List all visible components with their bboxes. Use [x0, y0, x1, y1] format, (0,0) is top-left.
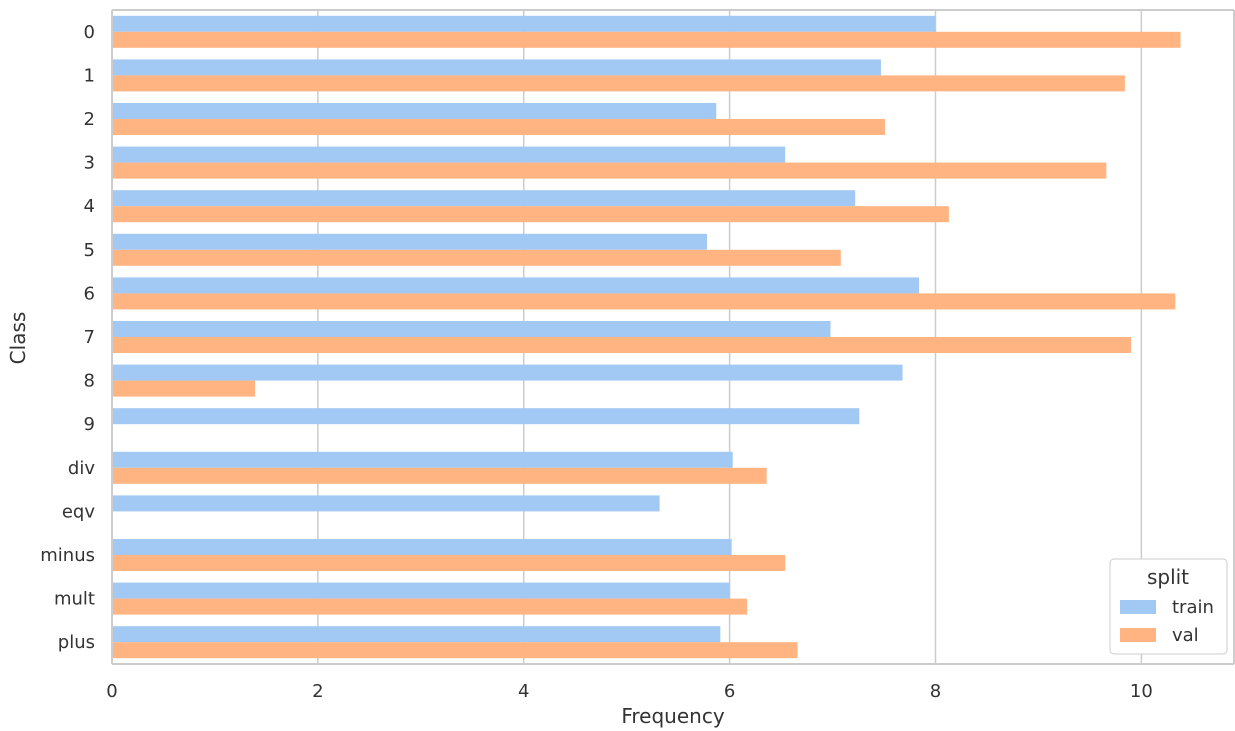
bar-train-3 — [112, 146, 786, 163]
bar-val-1 — [112, 75, 1125, 92]
legend-swatch-train — [1120, 600, 1156, 614]
x-tick-label: 10 — [1130, 681, 1153, 702]
bars — [112, 15, 1181, 659]
y-tick-label: minus — [40, 545, 95, 566]
y-tick-label: plus — [58, 632, 95, 653]
bar-train-1 — [112, 59, 881, 76]
y-tick-label: 9 — [84, 414, 95, 435]
bar-train-minus — [112, 539, 732, 555]
bar-train-4 — [112, 190, 856, 207]
bar-val-4 — [112, 206, 949, 223]
y-axis-title: Class — [6, 312, 30, 365]
x-axis-title: Frequency — [621, 704, 724, 728]
bar-train-0 — [112, 15, 936, 32]
bar-train-2 — [112, 103, 717, 119]
y-tick-label: 5 — [84, 240, 95, 261]
bar-val-6 — [112, 293, 1176, 310]
y-tick-label: 2 — [84, 109, 95, 130]
y-tick-label: 7 — [84, 327, 95, 348]
bar-train-plus — [112, 626, 721, 643]
bar-train-9 — [112, 408, 860, 425]
x-tick-label: 0 — [106, 681, 117, 702]
bar-val-0 — [112, 31, 1181, 48]
y-tick-label: 8 — [84, 371, 95, 392]
bar-val-plus — [112, 642, 798, 659]
bar-train-5 — [112, 233, 707, 250]
y-tick-label: 0 — [84, 22, 95, 43]
bar-val-mult — [112, 598, 748, 615]
legend-label-train: train — [1172, 597, 1214, 618]
bar-val-3 — [112, 162, 1107, 179]
legend: split train val — [1109, 558, 1228, 655]
y-tick-label: eqv — [62, 501, 96, 522]
x-tick-label: 6 — [724, 681, 735, 702]
legend-title: split — [1147, 565, 1189, 589]
bar-train-div — [112, 451, 733, 468]
y-tick-label: 6 — [84, 283, 95, 304]
y-tick-label: 4 — [84, 196, 95, 217]
y-tick-label: mult — [54, 589, 95, 610]
y-tick-label: 1 — [84, 65, 95, 86]
y-tick-label: div — [68, 458, 95, 479]
tick-labels: 0 2 4 6 8 10 0 1 2 3 4 5 6 7 8 9 div eqv minus mult plus — [40, 22, 1153, 702]
x-tick-label: 4 — [518, 681, 529, 702]
bar-train-8 — [112, 364, 903, 381]
bar-train-mult — [112, 582, 730, 599]
x-tick-label: 8 — [930, 681, 941, 702]
bar-val-8 — [112, 380, 256, 397]
axes — [111, 9, 1235, 665]
bar-val-div — [112, 467, 767, 484]
bar-train-eqv — [112, 495, 660, 512]
legend-swatch-val — [1120, 628, 1156, 642]
x-tick-label: 2 — [312, 681, 323, 702]
bar-val-minus — [112, 555, 786, 571]
bar-val-2 — [112, 119, 886, 135]
legend-label-val: val — [1172, 625, 1199, 646]
bar-train-7 — [112, 321, 831, 337]
y-tick-label: 3 — [84, 153, 95, 174]
bar-val-5 — [112, 249, 841, 266]
bar-val-7 — [112, 337, 1132, 353]
bar-train-6 — [112, 277, 920, 294]
